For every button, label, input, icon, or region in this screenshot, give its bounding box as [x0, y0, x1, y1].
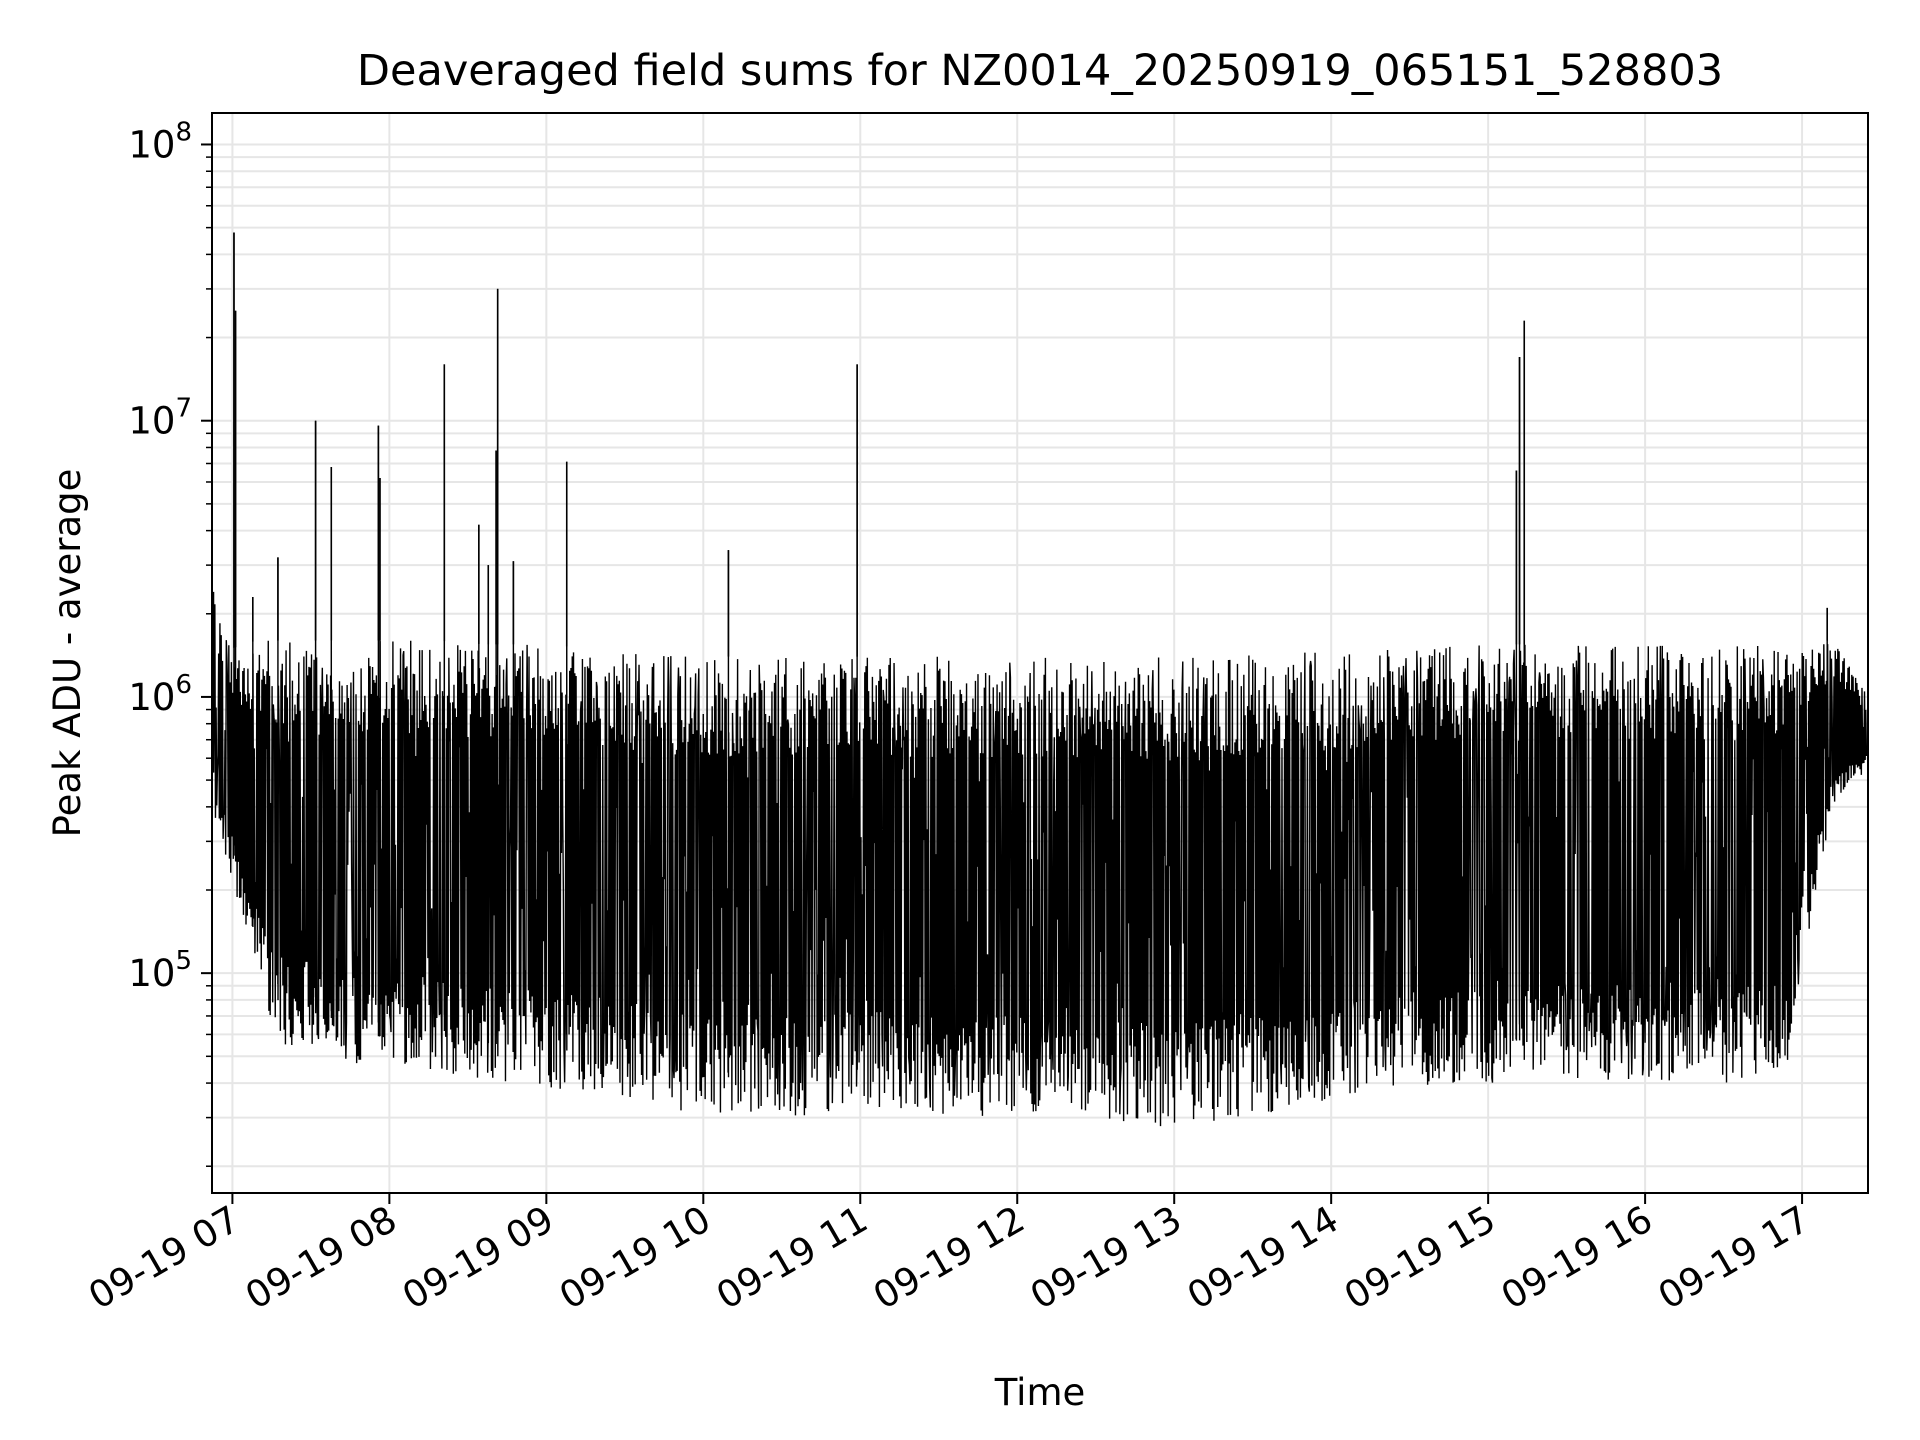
- y-tick-label: 106: [128, 670, 192, 719]
- y-tick-base: 10: [128, 676, 175, 719]
- y-tick-base: 10: [128, 952, 175, 995]
- chart-title: Deaveraged field sums for NZ0014_2025091…: [357, 46, 1723, 96]
- series-line: [212, 232, 1868, 1127]
- y-tick-exponent: 8: [175, 117, 192, 147]
- y-tick-label: 107: [128, 394, 192, 443]
- field-sum-line: [212, 232, 1868, 1127]
- y-tick-label: 108: [128, 117, 192, 166]
- y-tick-exponent: 6: [175, 670, 192, 700]
- plot-frame: [211, 112, 1869, 1194]
- y-axis-label: Peak ADU - average: [46, 469, 89, 838]
- y-tick-label: 105: [128, 946, 192, 995]
- x-axis-label: Time: [994, 1371, 1086, 1414]
- y-tick-exponent: 5: [175, 946, 192, 976]
- y-tick-exponent: 7: [175, 394, 192, 424]
- y-tick-base: 10: [128, 123, 175, 166]
- y-tick-base: 10: [128, 400, 175, 443]
